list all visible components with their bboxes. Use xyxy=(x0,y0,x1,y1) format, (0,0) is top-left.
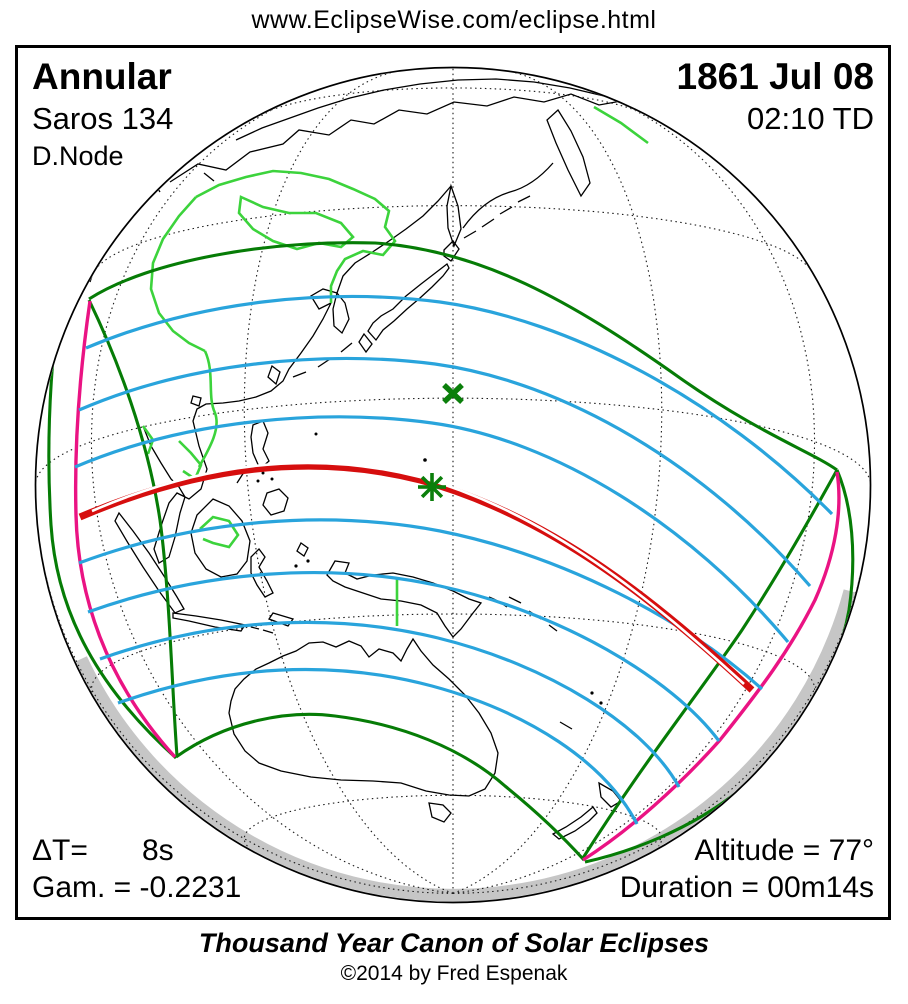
node-label: D.Node xyxy=(32,141,124,172)
central-path xyxy=(78,461,755,693)
eclipse-type-label: Annular xyxy=(32,56,172,97)
altitude-duration-block: Altitude = 77° Duration = 00m14s xyxy=(620,830,874,903)
delta-t-value: 8s xyxy=(142,834,174,867)
duration-value: Duration = 00m14s xyxy=(619,870,874,904)
sub-solar-point-marker xyxy=(442,383,464,404)
delta-t-label: ΔT= xyxy=(32,834,88,867)
delta-t-gamma-block: ΔT= 8s Gam. = -0.2231 xyxy=(32,830,241,903)
source-url-text: www.EclipseWise.com/eclipse.html xyxy=(251,6,657,34)
saros-label: Saros 134 xyxy=(32,100,174,136)
greatest-eclipse-marker xyxy=(418,473,446,501)
delta-t-row: ΔT= 8s xyxy=(32,835,241,867)
graticule xyxy=(36,68,870,894)
penumbral-limit-lines xyxy=(47,241,855,864)
eclipse-date-block: 1861 Jul 08 02:10 TD xyxy=(676,56,874,136)
eclipse-globe-map xyxy=(34,66,872,904)
copyright-text: ©2014 by Fred Espenak xyxy=(340,962,568,985)
series-title: Thousand Year Canon of Solar Eclipses xyxy=(198,928,710,958)
eclipse-time: 02:10 TD xyxy=(747,100,874,136)
globe-limb xyxy=(34,66,872,904)
altitude-value: Altitude = 77° xyxy=(694,834,874,867)
eclipse-date: 1861 Jul 08 xyxy=(676,56,874,97)
eclipse-type-block: Annular Saros 134 D.Node xyxy=(32,56,174,172)
gamma-value: Gam. = -0.2231 xyxy=(32,870,242,904)
rise-set-curves xyxy=(73,300,841,862)
map-frame: Annular Saros 134 D.Node 1861 Jul 08 02:… xyxy=(15,45,891,920)
magnitude-contours xyxy=(74,294,834,825)
twilight-band xyxy=(75,589,857,902)
